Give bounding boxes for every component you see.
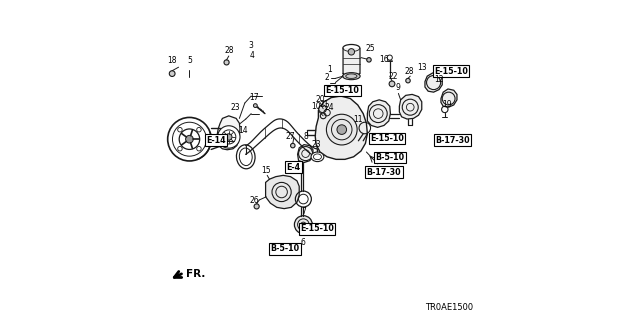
Circle shape bbox=[406, 78, 410, 83]
Polygon shape bbox=[425, 73, 442, 92]
Circle shape bbox=[294, 216, 312, 234]
Text: 28: 28 bbox=[224, 46, 234, 55]
Text: 26: 26 bbox=[250, 196, 259, 205]
Polygon shape bbox=[298, 145, 313, 163]
Polygon shape bbox=[367, 100, 390, 127]
Text: E-4: E-4 bbox=[287, 163, 301, 172]
Circle shape bbox=[196, 127, 201, 132]
Circle shape bbox=[291, 143, 295, 148]
Text: 14: 14 bbox=[237, 126, 248, 135]
Ellipse shape bbox=[314, 154, 321, 160]
Circle shape bbox=[319, 105, 326, 113]
Circle shape bbox=[348, 49, 355, 55]
Circle shape bbox=[387, 55, 392, 60]
Circle shape bbox=[337, 125, 347, 134]
Text: 17: 17 bbox=[250, 93, 259, 102]
Ellipse shape bbox=[236, 145, 255, 169]
Text: 20: 20 bbox=[316, 95, 326, 104]
Circle shape bbox=[178, 127, 182, 132]
Text: 25: 25 bbox=[365, 44, 376, 53]
Text: 1: 1 bbox=[327, 65, 332, 74]
Polygon shape bbox=[343, 48, 360, 77]
Text: E-15-10: E-15-10 bbox=[435, 67, 468, 76]
Circle shape bbox=[226, 134, 232, 140]
Text: 27: 27 bbox=[285, 132, 296, 141]
Text: 18: 18 bbox=[168, 56, 177, 65]
Ellipse shape bbox=[239, 148, 252, 165]
Circle shape bbox=[326, 114, 357, 145]
Polygon shape bbox=[441, 89, 457, 107]
Circle shape bbox=[178, 147, 182, 151]
Text: 9: 9 bbox=[395, 83, 400, 92]
Circle shape bbox=[389, 81, 395, 87]
Text: 13: 13 bbox=[417, 63, 428, 72]
Text: 28: 28 bbox=[404, 67, 413, 76]
Text: FR.: FR. bbox=[186, 268, 205, 279]
Text: B-17-30: B-17-30 bbox=[435, 136, 470, 145]
Circle shape bbox=[186, 135, 193, 143]
Text: 4: 4 bbox=[250, 51, 255, 60]
Text: 2: 2 bbox=[324, 73, 330, 82]
Text: 6: 6 bbox=[301, 238, 306, 247]
Text: 23: 23 bbox=[230, 103, 240, 112]
Circle shape bbox=[254, 204, 259, 209]
Text: B-5-10: B-5-10 bbox=[375, 153, 404, 162]
Circle shape bbox=[224, 60, 229, 65]
Circle shape bbox=[169, 71, 175, 76]
Text: TR0AE1500: TR0AE1500 bbox=[426, 303, 474, 312]
Text: 5: 5 bbox=[187, 56, 192, 65]
Text: 21: 21 bbox=[319, 100, 328, 109]
Text: 15: 15 bbox=[261, 166, 271, 175]
Circle shape bbox=[367, 58, 371, 62]
Text: 16: 16 bbox=[379, 55, 389, 64]
Text: 7: 7 bbox=[301, 207, 306, 216]
Text: B-5-10: B-5-10 bbox=[270, 244, 300, 253]
Text: E-15-10: E-15-10 bbox=[326, 86, 359, 95]
Circle shape bbox=[253, 104, 257, 108]
Polygon shape bbox=[266, 175, 300, 209]
Circle shape bbox=[218, 126, 240, 148]
Ellipse shape bbox=[311, 152, 324, 162]
Text: E-15-10: E-15-10 bbox=[300, 224, 333, 233]
Text: 11: 11 bbox=[353, 116, 362, 124]
Text: 19: 19 bbox=[442, 100, 452, 109]
Text: E-15-10: E-15-10 bbox=[371, 134, 404, 143]
Text: E-14: E-14 bbox=[206, 136, 226, 145]
Text: 24: 24 bbox=[324, 103, 334, 112]
Text: 8: 8 bbox=[303, 132, 308, 141]
Text: 10: 10 bbox=[311, 102, 321, 111]
Text: 23: 23 bbox=[311, 140, 321, 149]
Text: 3: 3 bbox=[249, 41, 253, 50]
Polygon shape bbox=[217, 116, 240, 150]
Text: B-17-30: B-17-30 bbox=[367, 168, 401, 177]
Ellipse shape bbox=[342, 73, 360, 80]
Ellipse shape bbox=[346, 74, 357, 78]
Polygon shape bbox=[315, 96, 367, 159]
Circle shape bbox=[301, 222, 306, 227]
Polygon shape bbox=[399, 94, 422, 119]
Text: 12: 12 bbox=[435, 75, 444, 84]
Text: 22: 22 bbox=[388, 72, 397, 81]
Circle shape bbox=[196, 147, 201, 151]
